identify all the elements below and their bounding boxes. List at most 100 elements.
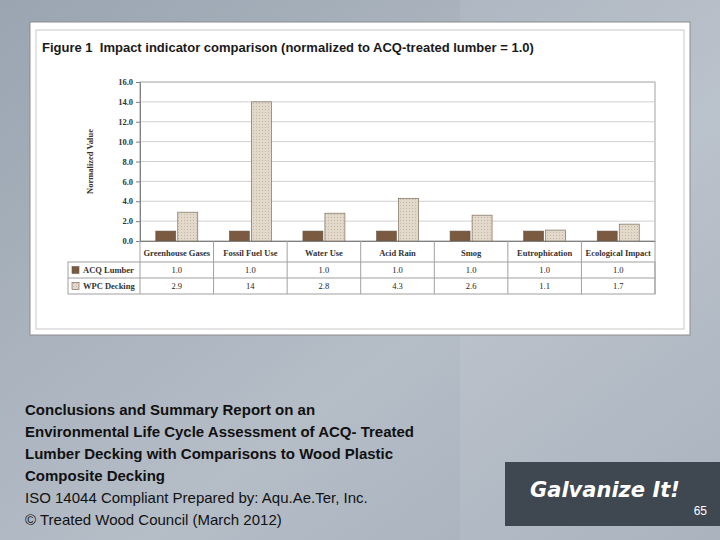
table-value: 1.0 bbox=[392, 265, 403, 275]
x-tick: Fossil Fuel Use bbox=[223, 241, 278, 258]
table-value: 1.0 bbox=[319, 265, 330, 275]
bar bbox=[450, 231, 470, 241]
grid-line bbox=[140, 181, 655, 182]
y-axis-title: Normalized Value bbox=[85, 129, 95, 194]
legend-label: ACQ Lumber bbox=[83, 265, 134, 275]
x-tick: Smog bbox=[461, 241, 482, 258]
y-tick: 10.0 bbox=[118, 137, 140, 147]
legend-swatch bbox=[72, 283, 79, 290]
y-tick-label: 10.0 bbox=[118, 137, 133, 147]
table-value: 1.1 bbox=[539, 281, 550, 291]
logo-box bbox=[505, 462, 720, 526]
x-axis: Greenhouse Gases Fossil Fuel Use Water Use… bbox=[141, 241, 656, 258]
bar bbox=[156, 231, 176, 241]
x-tick: Ecological Impact bbox=[586, 241, 652, 258]
bar bbox=[619, 224, 639, 241]
table-value: 1.7 bbox=[613, 281, 624, 291]
grid-line bbox=[140, 161, 655, 162]
y-tick-label: 12.0 bbox=[118, 117, 133, 127]
table-col-line bbox=[434, 241, 435, 294]
table-col-line bbox=[360, 241, 361, 294]
y-tick: 4.0 bbox=[122, 196, 140, 206]
data-table: ACQ Lumber 1.0 1.0 1.0 1.0 1.0 1.0 1.0 WPC Decki… bbox=[68, 241, 655, 294]
grid-line bbox=[140, 121, 655, 122]
x-tick-label: Water Use bbox=[305, 248, 343, 258]
y-tick-mark bbox=[136, 142, 140, 143]
y-tick-mark bbox=[136, 122, 140, 123]
grid bbox=[140, 82, 655, 241]
background bbox=[0, 0, 720, 540]
y-tick-label: 0.0 bbox=[122, 236, 133, 246]
bar bbox=[251, 102, 271, 241]
y-tick-mark bbox=[136, 162, 140, 163]
bar bbox=[524, 231, 544, 241]
y-tick: 2.0 bbox=[122, 216, 140, 226]
caption-title: Environmental Life Cycle Assessment of A… bbox=[25, 423, 414, 440]
y-tick-mark bbox=[136, 201, 140, 202]
table-value: 1.0 bbox=[613, 265, 624, 275]
x-tick: Eutrophication bbox=[517, 241, 572, 258]
x-axis-line bbox=[141, 241, 656, 242]
bar bbox=[229, 231, 249, 241]
x-tick-label: Greenhouse Gases bbox=[143, 248, 210, 258]
table-value: 1.0 bbox=[466, 265, 477, 275]
table-value: 2.8 bbox=[319, 281, 330, 291]
y-tick: 8.0 bbox=[122, 157, 140, 167]
table-value: 2.6 bbox=[466, 281, 477, 291]
bar bbox=[597, 231, 617, 241]
y-tick-mark bbox=[136, 241, 140, 242]
table-value: 2.9 bbox=[171, 281, 182, 291]
y-tick-mark bbox=[136, 102, 140, 103]
table-value: 1.0 bbox=[539, 265, 550, 275]
slide: Figure 1 Impact indicator comparison (no… bbox=[0, 0, 720, 540]
y-tick: 0.0 bbox=[122, 236, 140, 246]
y-tick: 14.0 bbox=[118, 97, 140, 107]
bar bbox=[377, 231, 397, 241]
y-tick-label: 2.0 bbox=[122, 216, 133, 226]
bar bbox=[303, 231, 323, 241]
page-number: 65 bbox=[694, 504, 708, 518]
grid-line bbox=[140, 201, 655, 202]
x-tick-label: Fossil Fuel Use bbox=[223, 248, 278, 258]
table-col-line bbox=[655, 241, 656, 294]
caption-line: ISO 14044 Compliant Prepared by: Aqu.Ae.… bbox=[25, 489, 368, 506]
caption-title: Lumber Decking with Comparisons to Wood … bbox=[25, 445, 393, 462]
chart-title: Figure 1 Impact indicator comparison (no… bbox=[42, 40, 534, 55]
table-value: 1.0 bbox=[245, 265, 256, 275]
y-tick-label: 8.0 bbox=[122, 157, 133, 167]
table-border bbox=[68, 262, 655, 294]
bar bbox=[178, 212, 198, 241]
logo: Galvanize It! bbox=[530, 478, 680, 502]
bar bbox=[399, 198, 419, 241]
chart-frame bbox=[30, 22, 690, 335]
bars bbox=[156, 102, 639, 241]
y-tick: 16.0 bbox=[118, 77, 140, 87]
caption-title: Conclusions and Summary Report on an bbox=[25, 401, 315, 418]
y-tick: 6.0 bbox=[122, 177, 140, 187]
x-tick: Water Use bbox=[305, 241, 343, 258]
grid-line bbox=[140, 141, 655, 142]
x-tick: Acid Rain bbox=[379, 241, 416, 258]
chart-inner-frame bbox=[36, 30, 684, 329]
bar bbox=[472, 215, 492, 241]
table-value: 1.0 bbox=[171, 265, 182, 275]
y-tick-mark bbox=[136, 221, 140, 222]
grid-line bbox=[140, 221, 655, 222]
table-col-line bbox=[287, 241, 288, 294]
x-tick-label: Eutrophication bbox=[517, 248, 572, 258]
bar bbox=[325, 213, 345, 241]
caption: Conclusions and Summary Report on an Envi… bbox=[25, 401, 414, 528]
legend-label: WPC Decking bbox=[83, 281, 135, 291]
x-tick-label: Acid Rain bbox=[379, 248, 416, 258]
bar bbox=[546, 230, 566, 241]
grid-line bbox=[140, 101, 655, 102]
legend-swatch bbox=[72, 267, 79, 274]
table-value: 14 bbox=[246, 281, 255, 291]
y-axis-line bbox=[136, 83, 141, 242]
x-tick: Greenhouse Gases bbox=[143, 241, 210, 258]
plot-area bbox=[140, 82, 655, 241]
y-tick-mark bbox=[136, 181, 140, 182]
y-axis: 0.0 2.0 4.0 6.0 8.0 10.0 12.0 14.0 16.0 bbox=[118, 77, 140, 246]
caption-line: © Treated Wood Council (March 2012) bbox=[25, 511, 282, 528]
table-col-line bbox=[140, 241, 141, 294]
